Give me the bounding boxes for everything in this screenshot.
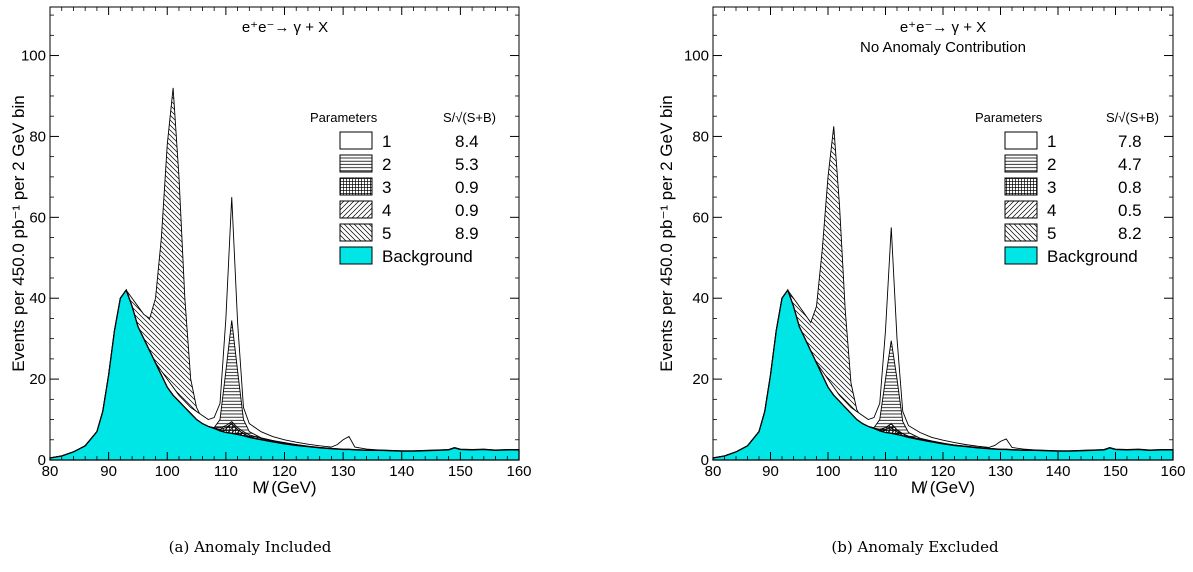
legend-label: Background: [382, 247, 473, 266]
legend-swatch: [1004, 177, 1038, 196]
x-tick-label: 160: [1160, 463, 1185, 480]
y-tick-label: 20: [692, 371, 709, 388]
legend-swatch: [1004, 246, 1038, 265]
x-tick-label: 110: [874, 463, 898, 480]
y-axis-label: Events per 450.0 pb⁻¹ per 2 GeV bin: [9, 95, 28, 371]
legend-value: 0.9: [455, 178, 479, 197]
x-axis-label: M̸ (GeV): [252, 478, 316, 497]
chart-subtitle: No Anomaly Contribution: [860, 39, 1026, 56]
x-tick-label: 110: [214, 463, 238, 480]
series-background-area: [49, 288, 520, 461]
chart-panel-b: 80 90 100 110 120 130 140 150 160 0 20 40 60 80 100 M̸ …: [657, 6, 1186, 497]
legend-label: 1: [382, 132, 391, 151]
legend-value: 0.5: [1118, 201, 1142, 220]
legend-value: 0.9: [455, 201, 479, 220]
legend-label: 3: [1047, 178, 1056, 197]
y-tick-label: 100: [21, 48, 46, 65]
x-tick-label: 150: [1103, 463, 1128, 480]
y-tick-label: 40: [692, 290, 709, 307]
legend-swatch: [1004, 223, 1038, 242]
legend-swatch: [1004, 154, 1038, 173]
x-tick-label: 100: [155, 463, 180, 480]
legend-label: 5: [1047, 224, 1056, 243]
legend-header-significance: S/√(S+B): [443, 110, 496, 125]
x-tick-label: 150: [448, 463, 473, 480]
legend-value: 8.4: [455, 132, 479, 151]
legend-value: 8.9: [455, 224, 479, 243]
y-tick-label: 60: [692, 209, 709, 226]
y-tick-label: 0: [701, 452, 709, 469]
legend-label: Background: [1047, 247, 1138, 266]
legend-swatch: [1004, 200, 1038, 219]
chart-title: e⁺e⁻→ γ + X: [242, 19, 328, 36]
x-tick-label: 120: [272, 463, 297, 480]
legend-label: 4: [382, 201, 391, 220]
x-tick-label: 160: [506, 463, 531, 480]
legend-value: 0.8: [1118, 178, 1142, 197]
y-tick-label: 80: [29, 128, 46, 145]
legend-header-parameters: Parameters: [310, 110, 378, 125]
legend-value: 8.2: [1118, 224, 1142, 243]
chart-panel-a: 80 90 100 110 120 130 140 150 160 0 20 40 60 80 100 M̸ …: [9, 6, 532, 497]
y-tick-label: 0: [38, 452, 46, 469]
x-tick-label: 100: [815, 463, 840, 480]
caption-b: (b) Anomaly Excluded: [831, 538, 999, 556]
x-tick-label: 80: [42, 463, 59, 480]
x-tick-label: 140: [1045, 463, 1070, 480]
legend-swatch: [339, 200, 373, 219]
legend-label: 2: [382, 155, 391, 174]
legend-label: 4: [1047, 201, 1056, 220]
series-background-area: [712, 288, 1174, 461]
legend-swatch: [339, 223, 373, 242]
legend-value: 5.3: [455, 155, 479, 174]
x-tick-label: 120: [930, 463, 955, 480]
chart-title: e⁺e⁻→ γ + X: [900, 19, 986, 36]
legend-swatch: [339, 246, 373, 265]
y-tick-label: 100: [684, 48, 709, 65]
legend-header-significance: S/√(S+B): [1106, 110, 1159, 125]
caption-a: (a) Anomaly Included: [168, 538, 332, 556]
x-tick-label: 130: [988, 463, 1013, 480]
x-axis-label: M̸ (GeV): [911, 478, 975, 497]
legend-value: 4.7: [1118, 155, 1142, 174]
legend-swatch: [1004, 131, 1038, 150]
legend-header-parameters: Parameters: [975, 110, 1043, 125]
x-tick-label: 130: [331, 463, 356, 480]
y-axis-label: Events per 450.0 pb⁻¹ per 2 GeV bin: [657, 95, 676, 371]
legend-label: 3: [382, 178, 391, 197]
y-tick-label: 80: [692, 128, 709, 145]
legend-swatch: [339, 131, 373, 150]
legend-value: 7.8: [1118, 132, 1142, 151]
x-tick-label: 80: [705, 463, 722, 480]
y-tick-label: 40: [29, 290, 46, 307]
x-tick-label: 140: [389, 463, 414, 480]
legend-label: 1: [1047, 132, 1056, 151]
legend-swatch: [339, 154, 373, 173]
legend-swatch: [339, 177, 373, 196]
y-tick-label: 20: [29, 371, 46, 388]
y-tick-label: 60: [29, 209, 46, 226]
x-tick-label: 90: [100, 463, 117, 480]
legend-label: 2: [1047, 155, 1056, 174]
x-tick-label: 90: [762, 463, 779, 480]
legend-label: 5: [382, 224, 391, 243]
